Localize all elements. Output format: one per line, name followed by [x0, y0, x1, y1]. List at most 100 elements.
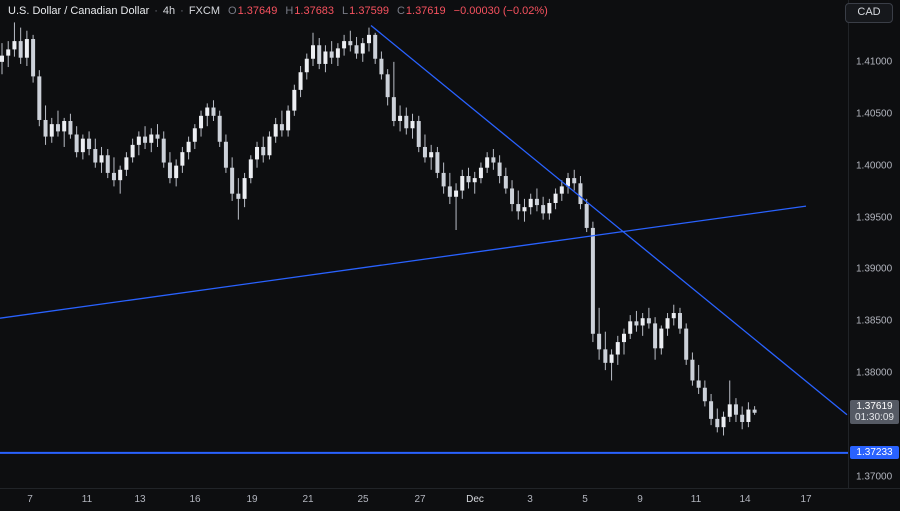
open-label: O	[228, 5, 237, 17]
candle	[435, 152, 440, 173]
candle	[248, 159, 253, 179]
close-label: C	[396, 5, 405, 17]
candle	[174, 165, 179, 179]
ascending-trendline[interactable]	[0, 205, 807, 319]
candle	[578, 183, 583, 205]
candle	[317, 45, 322, 64]
candle	[242, 178, 247, 199]
time-axis-label: 17	[800, 494, 812, 505]
price-axis-label: 1.38500	[856, 315, 893, 327]
candle	[37, 76, 42, 120]
candle	[609, 354, 614, 363]
candle	[93, 149, 98, 163]
candle	[155, 134, 160, 139]
price-axis-label: 1.38000	[856, 367, 893, 379]
candle	[205, 107, 210, 116]
candle	[491, 157, 496, 163]
candle	[659, 328, 664, 349]
candle	[105, 155, 110, 173]
time-axis-label: 7	[27, 494, 33, 505]
candle	[441, 172, 446, 187]
candle	[136, 136, 141, 145]
candle	[111, 172, 116, 181]
time-axis-label: 3	[527, 494, 533, 505]
price-axis-label: 1.39500	[856, 212, 893, 224]
candle	[752, 409, 757, 413]
time-axis[interactable]: 7 11 13 16 19 21 25 27 Dec 3 5 9 11 14 17	[0, 488, 900, 511]
candle	[342, 41, 347, 49]
candle	[510, 188, 515, 205]
candle	[684, 328, 689, 360]
candle	[304, 58, 309, 73]
candle	[373, 34, 378, 59]
candle	[429, 152, 434, 158]
candle	[6, 49, 11, 56]
time-axis-label: 11	[690, 494, 702, 505]
candle	[255, 146, 260, 160]
legend-separator: ·	[180, 5, 184, 17]
candle	[677, 313, 682, 329]
candle	[180, 152, 185, 166]
candle	[49, 124, 54, 137]
candle	[671, 313, 676, 319]
candle	[733, 404, 738, 415]
candle	[478, 167, 483, 179]
price-level-badge: 1.37233	[850, 445, 899, 459]
candle	[398, 115, 403, 122]
candle	[298, 72, 303, 90]
candlestick-chart[interactable]	[0, 0, 848, 488]
candle	[286, 110, 291, 131]
candle	[43, 119, 48, 137]
price-axis-label: 1.40500	[856, 108, 893, 120]
candle	[74, 134, 79, 153]
time-axis-label: 9	[637, 494, 643, 505]
candle	[497, 162, 502, 177]
exchange-label[interactable]: FXCM	[188, 5, 220, 17]
candle	[447, 186, 452, 197]
time-axis-label: 27	[414, 494, 426, 505]
change-value: −0.00030 (−0.02%)	[453, 5, 548, 17]
time-axis-month-label: Dec	[466, 494, 484, 505]
candle	[721, 416, 726, 428]
price-axis[interactable]: 1.37000 1.38000 1.38500 1.39000 1.39500 1.400…	[848, 0, 900, 488]
candle	[149, 134, 154, 143]
price-axis-label: 1.37000	[856, 471, 893, 483]
candle	[640, 318, 645, 326]
interval-label[interactable]: 4h	[162, 5, 176, 17]
candle	[55, 124, 60, 132]
candle	[279, 124, 284, 131]
time-axis-label: 13	[134, 494, 146, 505]
candle	[746, 409, 751, 422]
candle	[99, 155, 104, 163]
candle	[87, 138, 92, 150]
time-axis-label: 14	[739, 494, 751, 505]
currency-cad-button[interactable]: CAD	[845, 3, 893, 23]
candle	[311, 45, 315, 59]
candle	[727, 404, 732, 417]
candle	[422, 146, 427, 158]
candle	[0, 55, 4, 62]
symbol-title[interactable]: U.S. Dollar / Canadian Dollar	[8, 5, 150, 17]
candle	[466, 176, 471, 183]
candle	[566, 178, 571, 187]
last-price-badge: 1.37619 01:30:09	[850, 399, 899, 424]
candle	[404, 115, 409, 129]
candle	[360, 43, 365, 54]
candle	[68, 121, 73, 135]
price-axis-label: 1.40000	[856, 160, 893, 172]
candle	[702, 387, 707, 402]
candle	[236, 193, 241, 199]
candle	[348, 41, 353, 46]
bar-countdown: 01:30:09	[855, 411, 894, 423]
candle	[547, 203, 552, 214]
candle	[211, 107, 216, 116]
candle	[261, 146, 266, 156]
candle	[80, 138, 85, 153]
high-label: H	[285, 5, 294, 17]
candle	[541, 205, 546, 214]
time-axis-label: 21	[302, 494, 314, 505]
candle	[485, 157, 490, 168]
candle	[379, 58, 384, 75]
descending-trendline[interactable]	[370, 25, 848, 416]
low-label: L	[342, 5, 349, 17]
